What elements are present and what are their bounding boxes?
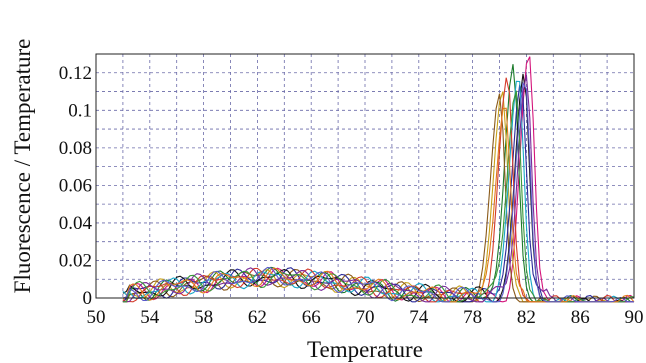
y-tick-label: 0.04 — [59, 213, 93, 234]
melt-curve-line — [122, 107, 635, 303]
melt-curve-line — [122, 84, 634, 303]
x-tick-label: 86 — [571, 307, 590, 328]
x-tick-label: 70 — [356, 307, 375, 328]
curve-series — [122, 56, 635, 303]
melt-curve-line — [122, 56, 635, 303]
melt-curve-line — [122, 91, 634, 303]
x-tick-label: 54 — [140, 307, 160, 328]
melt-curve-line — [122, 77, 634, 303]
x-tick-label: 62 — [248, 307, 267, 328]
grid — [96, 54, 634, 298]
x-tick-label: 58 — [194, 307, 213, 328]
x-tick-label: 74 — [409, 307, 429, 328]
x-tick-label: 78 — [463, 307, 482, 328]
y-tick-label: 0.08 — [59, 138, 92, 159]
y-tick-label: 0.02 — [59, 250, 92, 271]
melt-curve-line — [122, 93, 634, 303]
melt-curve-line — [122, 64, 634, 303]
melt-curve-line — [122, 90, 635, 303]
y-tick-label: 0.06 — [59, 175, 92, 196]
x-tick-label: 50 — [87, 307, 106, 328]
y-tick-label: 0 — [83, 288, 93, 309]
y-tick-labels: 0 0.02 0.04 0.06 0.08 0.1 0.12 — [59, 63, 93, 309]
y-tick-label: 0.1 — [68, 100, 92, 121]
plot-frame — [95, 53, 635, 299]
melt-curve-line — [122, 80, 634, 303]
melt-curve-line — [122, 74, 635, 303]
x-tick-label: 66 — [302, 307, 321, 328]
melt-curve-line — [122, 81, 634, 303]
melt-curve-line — [122, 73, 634, 303]
y-axis-title: Fluorescence / Temperature — [10, 39, 35, 294]
x-tick-label: 90 — [625, 307, 644, 328]
y-tick-label: 0.12 — [59, 63, 92, 84]
x-tick-labels: 50 54 58 62 66 70 74 78 82 86 90 — [87, 307, 644, 328]
x-axis-title: Temperature — [307, 337, 423, 362]
x-tick-label: 82 — [517, 307, 536, 328]
